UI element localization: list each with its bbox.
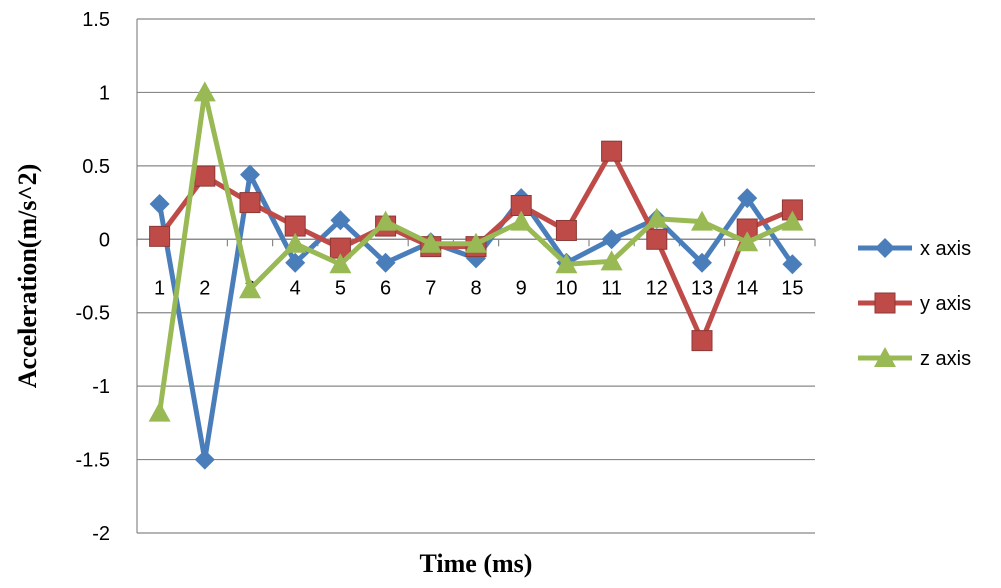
- square-marker: [555, 219, 577, 241]
- triangle-marker: [193, 81, 216, 102]
- triangle-marker: [148, 401, 171, 422]
- y-tick-label: 0.5: [82, 156, 110, 178]
- diamond-marker: [782, 254, 803, 275]
- y-tick-label: -1.5: [76, 450, 110, 472]
- x-tick-label: 15: [781, 277, 803, 299]
- x-tick-label: 2: [199, 277, 210, 299]
- x-tick-label: 11: [601, 277, 622, 299]
- triangle-marker: [510, 210, 533, 231]
- y-tick-labels: 1.5 1 0.5 0 -0.5 -1 -1.5 -2: [76, 9, 110, 545]
- y-tick-label: -0.5: [76, 303, 110, 325]
- x-axis-title: Time (ms): [420, 549, 533, 578]
- x-tick-label: 14: [736, 277, 758, 299]
- series-z-axis: [148, 81, 804, 422]
- square-marker: [194, 165, 216, 187]
- diamond-marker: [330, 210, 351, 231]
- triangle-marker: [374, 210, 397, 231]
- triangle-marker: [555, 253, 578, 274]
- square-marker: [646, 228, 668, 250]
- series-line: [157, 172, 795, 463]
- y-tick-label: 0: [99, 229, 110, 251]
- square-marker: [691, 330, 713, 352]
- diamond-marker: [737, 188, 758, 209]
- diamond-marker: [240, 164, 260, 185]
- diamond-marker: [692, 252, 712, 273]
- square-marker: [601, 140, 623, 162]
- x-tick-label: 1: [154, 277, 165, 299]
- triangle-marker: [600, 250, 623, 271]
- legend-label: y axis: [920, 293, 971, 315]
- x-tick-label: 12: [646, 277, 668, 299]
- x-tick-label: 13: [691, 277, 713, 299]
- square-marker: [874, 292, 896, 314]
- triangle-marker: [691, 210, 713, 231]
- gridlines: [137, 18, 815, 534]
- square-marker: [239, 192, 261, 214]
- x-tick-label: 4: [290, 277, 301, 299]
- x-tick-label: 8: [470, 277, 481, 299]
- legend-item: y axis: [858, 292, 971, 315]
- triangle-marker: [239, 278, 261, 299]
- diamond-marker: [875, 238, 895, 258]
- series-group: [148, 81, 804, 470]
- x-tick-label: 7: [425, 277, 436, 299]
- diamond-marker: [149, 194, 170, 215]
- diamond-marker: [601, 229, 622, 250]
- legend-item: z axis: [858, 347, 971, 370]
- y-tick-label: -2: [92, 523, 110, 545]
- diamond-marker: [375, 252, 396, 273]
- triangle-marker: [465, 232, 487, 253]
- triangle-marker: [874, 347, 896, 367]
- legend-label: z axis: [920, 348, 971, 370]
- y-tick-label: 1: [99, 82, 110, 104]
- triangle-marker: [419, 232, 442, 253]
- diamond-marker: [194, 449, 215, 470]
- legend-item: x axis: [858, 238, 971, 260]
- diamond-marker: [285, 252, 306, 273]
- triangle-marker: [736, 231, 759, 252]
- triangle-marker: [284, 232, 307, 253]
- square-marker: [149, 225, 171, 247]
- legend: x axis y axis z axis: [858, 238, 971, 370]
- x-tick-label: 5: [335, 277, 346, 299]
- y-tick-label: -1: [92, 376, 110, 398]
- axes: [136, 19, 816, 533]
- triangle-marker: [645, 207, 668, 228]
- x-tick-label: 6: [380, 277, 391, 299]
- x-tick-label: 10: [555, 277, 577, 299]
- triangle-marker: [329, 253, 352, 274]
- x-tick-label: 9: [516, 277, 527, 299]
- y-tick-label: 1.5: [82, 9, 110, 31]
- triangle-marker: [781, 210, 804, 231]
- legend-label: x axis: [920, 238, 971, 260]
- y-axis-title: Acceleration(m/s^2): [13, 164, 42, 388]
